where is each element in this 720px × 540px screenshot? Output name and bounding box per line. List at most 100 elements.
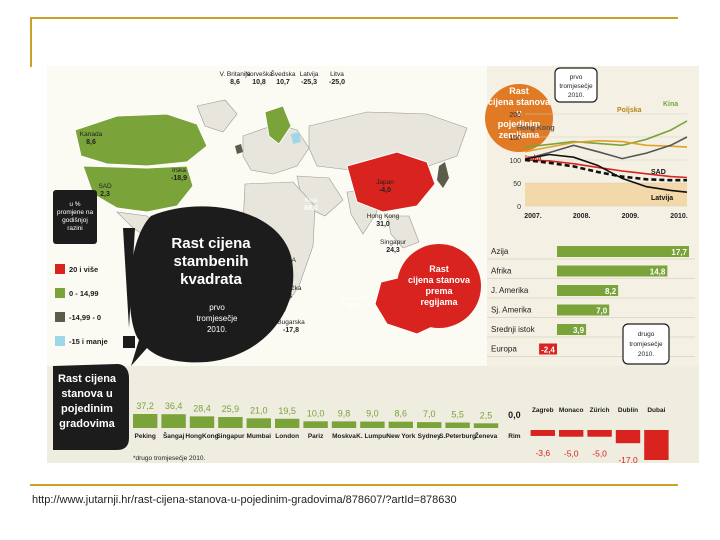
slide-top-rule [30,17,678,19]
map-country-value: 2,3 [100,191,110,198]
map-japan [437,162,449,188]
map-title-line: Rast cijena [171,235,251,252]
map-country-label: Japan-4,0 [376,179,394,194]
legend-swatch [55,288,65,298]
infographic: V. Britanija 8,6 Norveška 10,8 Švedska 10,7 La… [47,66,699,463]
city-value-label: 37,2 [136,401,154,411]
map-country-value: 8,6 [230,79,240,86]
legend-caption-box [53,190,97,244]
city-bar [644,430,669,460]
city-value-label: 7,0 [423,409,436,419]
map-country-label: Irska-18,9 [171,167,187,182]
legend-caption-line: promjene na [57,209,94,216]
legend-label: 0 - 14,99 [69,289,99,298]
line-title-line: zemljama [499,130,541,140]
region-category-label: Afrika [491,267,512,276]
line-y-tick: 200 [509,112,521,119]
line-title-line: u [516,108,522,118]
city-value-label: 0,0 [508,410,521,420]
region-category-label: Srednji istok [491,325,536,334]
city-category-label: Ženeva [475,431,498,440]
line-chart-axes: 0 50 100 150 200 2007. 2008. 2009. 2010. [509,112,687,220]
map-southeast-asia [386,215,420,249]
city-category-label: Mumbai [247,433,272,440]
region-bar [557,246,689,257]
exclamation-icon [123,228,135,348]
line-annotation-line: tromjesečje [559,83,593,90]
line-y-tick: 150 [509,135,521,142]
legend-swatch [55,336,65,346]
line-x-tick: 2010. [670,213,688,220]
region-category-label: J. Amerika [491,286,529,295]
line-y-tick: 0 [517,204,521,211]
map-country-name: V. Britanija [220,71,251,78]
city-bar [445,422,470,428]
city-value-label: -5,0 [564,449,579,459]
line-title-line: cijena stanova [488,97,551,107]
map-title-bubble [129,206,294,366]
map-country-name: Singapur [380,239,407,246]
city-value-label: -48,0 [647,462,667,463]
legend-label: 20 i više [69,265,98,274]
line-series-label: Latvija [651,195,673,202]
region-bar [557,324,587,335]
line-y-tick: 50 [513,181,521,188]
city-category-label: Dubai [647,407,665,414]
city-category-label: Pariz [308,433,324,440]
region-chart-title-circle [397,244,481,328]
map-china [346,151,436,213]
legend-swatch [55,264,65,274]
city-category-label: HongKong [185,433,218,440]
city-bar [388,421,413,428]
city-chart-title: Rast cijena stanova u pojedinim gradovima [58,373,117,430]
city-bar-chart: Rast cijena stanova u pojedinim gradovima 3… [53,364,669,463]
line-series-path [524,158,687,182]
city-bar [615,430,641,444]
map-country-name: Bugarska [277,319,305,326]
region-value-label: 8,2 [605,287,617,296]
region-value-label: 14,8 [650,268,666,277]
city-title-line: Rast cijena [58,373,117,385]
line-annotation-line: prvo [570,74,583,81]
city-title-line: stanova u [61,388,112,400]
map-country-name: Latvija [300,71,319,78]
city-category-label: Rim [508,433,521,440]
map-period: prvo tromjesečje 2010. [197,303,238,334]
region-title-line: cijena stanova [408,275,471,285]
line-series-path [524,159,688,179]
infographic-canvas: V. Britanija8,6Norveška10,8Švedska10,7La… [47,66,699,463]
region-value-label: 17,7 [671,248,687,257]
legend-caption-line: godišnjoj [62,217,88,224]
region-value-label: -2,4 [541,346,555,355]
city-category-label: Zagreb [532,407,554,414]
legend-caption-line: u % [69,201,80,208]
region-annotation-line: 2010. [638,351,654,358]
line-chart-annotation: prvo tromjesečje 2010. [559,74,593,99]
line-x-tick: 2007. [524,213,542,220]
city-bar [417,422,442,428]
city-value-label: 10,0 [307,408,325,418]
city-title-line: pojedinim [61,403,113,415]
city-bar [161,414,186,428]
line-chart-title-circle [485,84,553,152]
legend-swatch [55,312,65,322]
city-value-label: 25,9 [222,404,240,414]
city-category-label: Monaco [559,407,584,414]
map-country-value: 8,6 [86,139,96,146]
map-scandinavia [264,105,292,145]
city-category-label: Singapur [216,433,245,440]
city-value-label: -3,6 [535,448,550,458]
city-category-label: Zürich [590,407,610,414]
region-category-label: Europa [491,345,517,354]
map-country-name: Norveška [245,71,273,78]
city-bar [473,423,499,428]
line-series-label: Kina [663,101,678,108]
line-title-line: Rast [509,86,529,96]
region-bar [557,285,619,296]
map-title-line: kvadrata [180,271,242,288]
city-value-label: 8,6 [395,409,408,419]
